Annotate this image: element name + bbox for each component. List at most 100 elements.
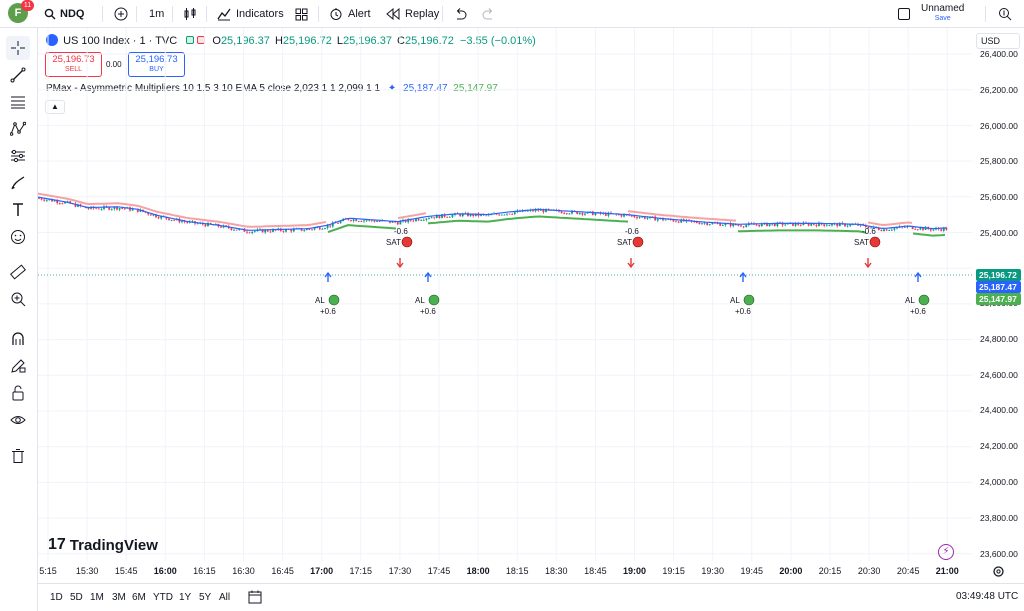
candle-body	[170, 219, 173, 221]
magnet-tool[interactable]	[6, 327, 30, 351]
calendar-icon	[248, 590, 262, 604]
candle-body	[698, 222, 701, 225]
candle-body	[701, 223, 703, 225]
utc-clock[interactable]: 03:49:48 UTC	[956, 591, 1019, 602]
candle-body	[646, 217, 649, 219]
measure-tool[interactable]	[6, 260, 30, 284]
axis-settings-button[interactable]	[992, 565, 1005, 583]
candle-body	[365, 220, 368, 222]
price-tick-label: 23,800.00	[980, 513, 1018, 523]
candle-body	[784, 224, 787, 226]
buy-signal-marker[interactable]	[918, 294, 930, 306]
buy-signal-marker[interactable]	[428, 294, 440, 306]
sell-signal-marker[interactable]	[401, 236, 413, 248]
replay-button[interactable]: Replay	[386, 0, 439, 28]
crosshair-tool[interactable]	[6, 36, 30, 60]
pmax-line-segment	[427, 215, 629, 225]
candle-body	[581, 213, 584, 215]
redo-button[interactable]	[482, 0, 495, 28]
bottom-toolbar: 1D 5D 1M 3M 6M YTD 1Y 5Y All	[38, 583, 1024, 611]
candle-body	[867, 227, 870, 229]
chart-type-button[interactable]	[183, 0, 197, 28]
lightning-icon[interactable]: ⚡	[938, 544, 954, 560]
range-button-ytd[interactable]: YTD	[153, 592, 173, 603]
candle-body	[58, 203, 61, 204]
interval-button[interactable]: 1m	[149, 8, 165, 20]
candle-body	[922, 227, 924, 230]
candle-body	[940, 229, 943, 231]
buy-signal-marker[interactable]	[743, 294, 755, 306]
alert-button[interactable]: Alert	[329, 0, 371, 28]
time-axis[interactable]: 5:15 15:30 15:45 16:00 16:15 16:30 16:45 17:00 1…	[38, 561, 972, 583]
zoom-tool[interactable]	[6, 287, 30, 311]
indicators-button[interactable]: Indicators	[217, 0, 284, 28]
range-button-1m[interactable]: 1M	[90, 592, 104, 603]
indicator-legend[interactable]: PMax - Asymmetric Multipliers 10 1.5 3 1…	[46, 83, 498, 94]
candle-body	[391, 221, 394, 223]
replay-label: Replay	[405, 8, 440, 20]
compare-symbol-button[interactable]	[114, 0, 128, 28]
buy-signal-marker[interactable]	[328, 294, 340, 306]
trend-line-tool[interactable]	[6, 63, 30, 87]
candle-body	[942, 227, 945, 231]
candle-body	[823, 224, 826, 226]
candle-body	[347, 219, 350, 221]
hide-drawings-tool[interactable]	[6, 408, 30, 432]
legend-close: 25,196.72	[404, 35, 454, 47]
candle-body	[225, 225, 228, 227]
sell-signal-marker[interactable]	[632, 236, 644, 248]
candle-body	[651, 216, 654, 218]
time-tick-label: 18:45	[584, 566, 607, 576]
sell-button[interactable]: 25,196.73 SELL	[45, 52, 102, 77]
layout-name-button[interactable]: Unnamed Save	[921, 0, 964, 28]
fib-tool[interactable]	[6, 90, 30, 114]
price-chart[interactable]: AL +0.6 SAT -0.6 AL +0.6 SAT -0.6 AL +0.6 SAT -0.6 A…	[38, 28, 972, 561]
undo-button[interactable]	[454, 0, 467, 28]
range-button-5d[interactable]: 5D	[70, 592, 83, 603]
candle-body	[329, 225, 332, 227]
buy-button[interactable]: 25,196.73 BUY	[128, 52, 185, 77]
forecast-tool[interactable]	[6, 144, 30, 168]
sell-signal-marker[interactable]	[869, 236, 881, 248]
range-button-all[interactable]: All	[219, 592, 231, 603]
collapse-legend-button[interactable]: ▲	[45, 100, 65, 114]
range-button-3m[interactable]: 3M	[112, 592, 126, 603]
candle-body	[703, 222, 706, 224]
pattern-tool[interactable]	[6, 117, 30, 141]
candle-body	[500, 214, 503, 216]
brush-tool[interactable]	[6, 171, 30, 195]
range-button-1d[interactable]: 1D	[50, 592, 63, 603]
time-tick-label: 19:45	[740, 566, 764, 576]
time-tick-label: 18:00	[466, 566, 490, 576]
last-price-tag: 25,196.72	[976, 269, 1021, 281]
range-button-6m[interactable]: 6M	[132, 592, 146, 603]
symbol-search[interactable]: NDQ	[44, 0, 84, 28]
candle-body	[841, 222, 844, 224]
time-tick-label: 16:00	[153, 566, 177, 576]
stay-in-drawing-tool[interactable]	[6, 354, 30, 378]
text-tool[interactable]	[6, 198, 30, 222]
remove-drawings-tool[interactable]	[6, 444, 30, 468]
candle-body	[399, 221, 402, 225]
spread-value: 0.00	[106, 60, 122, 69]
pencil-lock-icon	[11, 359, 26, 373]
candle-body	[433, 217, 436, 219]
watermark-text: TradingView	[69, 536, 158, 554]
drawing-toolbar	[0, 28, 38, 611]
lock-drawings-tool[interactable]	[6, 381, 30, 405]
range-button-1y[interactable]: 1Y	[179, 592, 192, 603]
sell-arrow	[627, 258, 635, 269]
layouts-button[interactable]	[295, 0, 308, 28]
buy-arrow	[739, 271, 747, 282]
go-to-date-button[interactable]	[248, 590, 262, 609]
currency-button[interactable]: USD	[976, 33, 1020, 49]
candle-body	[246, 231, 248, 233]
legend-title[interactable]: US 100 Index · 1 · TVC	[63, 35, 178, 47]
sell-signal-label: SAT	[617, 238, 632, 247]
quick-search-button[interactable]	[998, 0, 1012, 28]
range-button-5y[interactable]: 5Y	[199, 592, 212, 603]
candle-body	[896, 227, 898, 229]
layout-checkbox[interactable]	[898, 0, 910, 28]
emoji-tool[interactable]	[6, 225, 30, 249]
candle-body	[472, 213, 475, 217]
